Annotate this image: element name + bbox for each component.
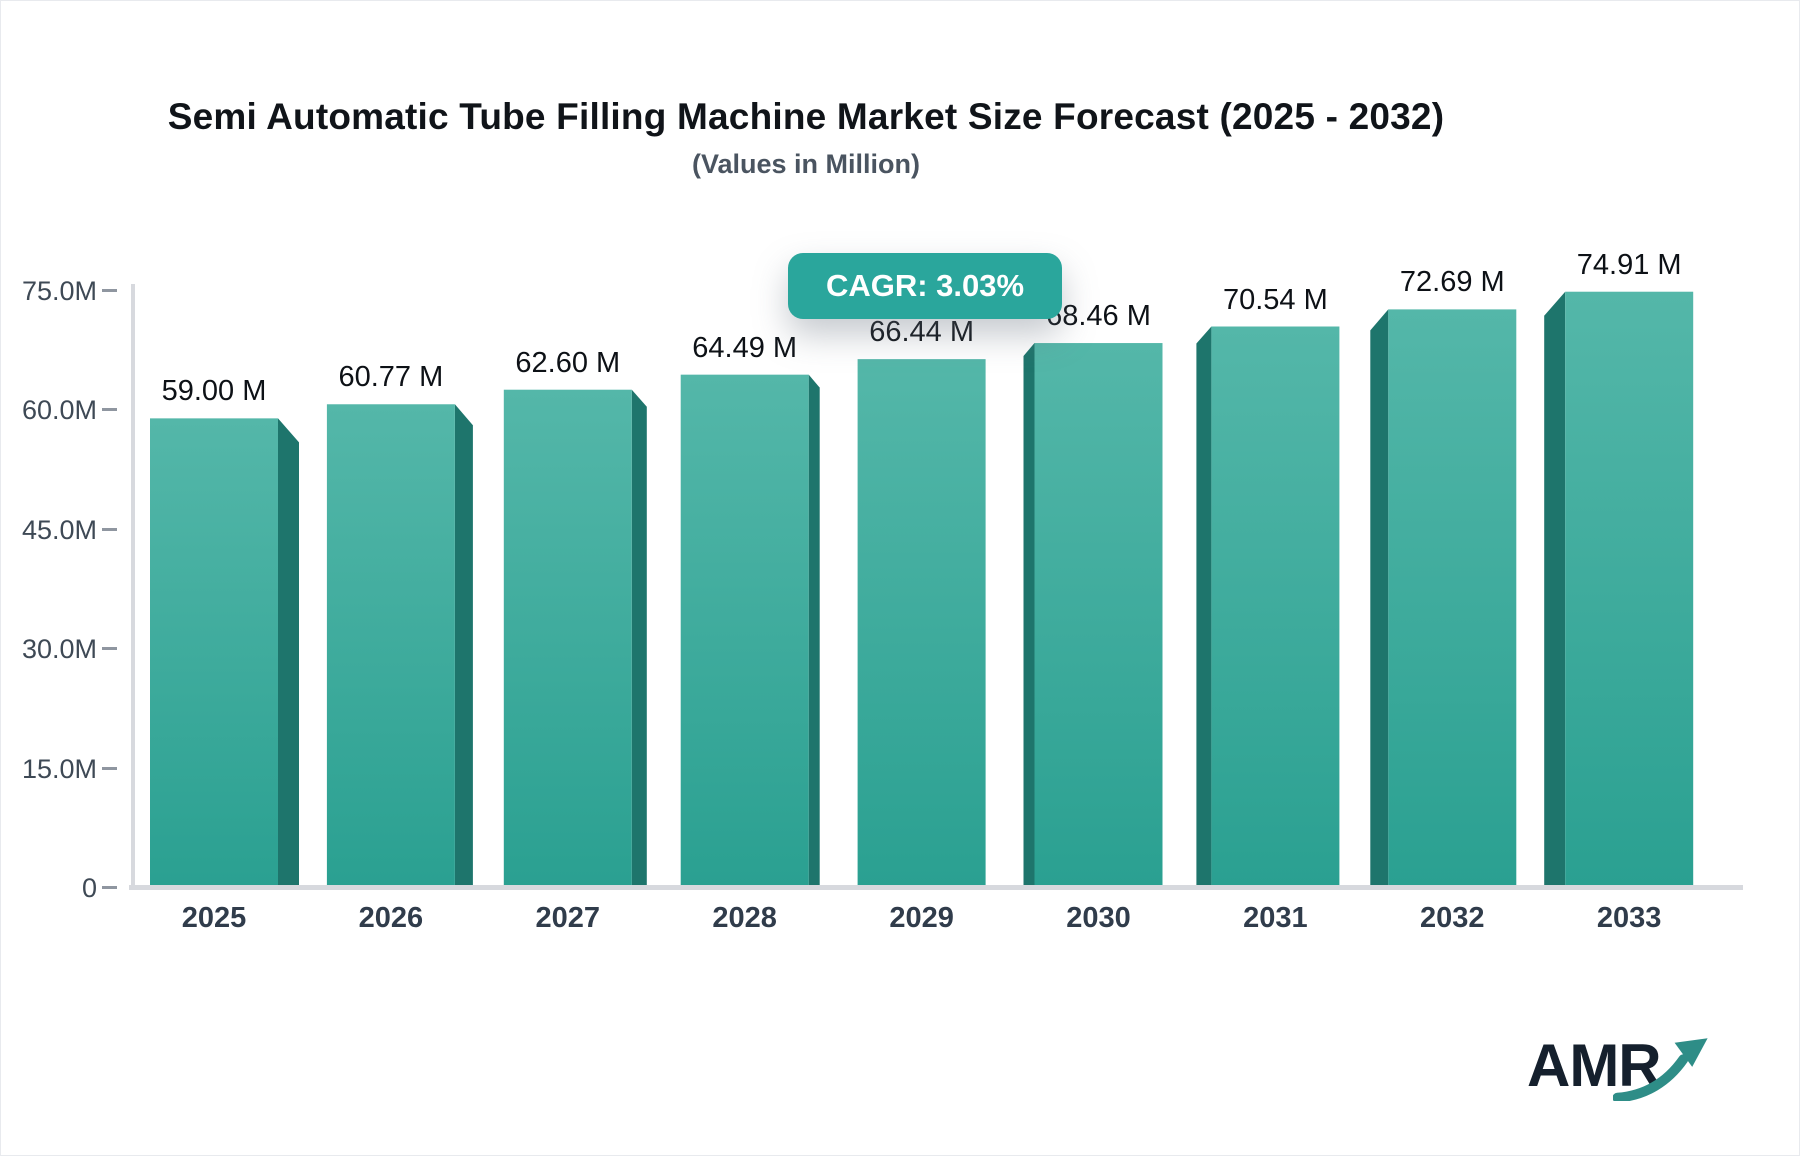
- x-axis-label: 2025: [181, 902, 247, 934]
- bar-front-face: [857, 359, 986, 889]
- x-axis-label: 2027: [535, 902, 601, 934]
- bar-2033[interactable]: [1544, 291, 1694, 888]
- bar-2029[interactable]: [857, 359, 986, 889]
- bar-value-label: 72.69 M: [1399, 266, 1505, 299]
- x-axis-label: 2032: [1420, 902, 1485, 934]
- bar-2025[interactable]: [150, 418, 299, 888]
- chart-title: Semi Automatic Tube Filling Machine Mark…: [167, 96, 1445, 137]
- x-axis-label: 2033: [1596, 902, 1662, 934]
- y-axis-label: 75.0M: [21, 276, 97, 306]
- y-axis-label: 30.0M: [21, 634, 97, 665]
- y-axis-tick: [102, 647, 117, 651]
- amr-logo: AMR: [1521, 1031, 1741, 1111]
- y-axis-tick: [102, 527, 117, 531]
- bar-2027[interactable]: [503, 389, 647, 888]
- bar-side-face: [1544, 291, 1566, 888]
- y-axis-tick: [102, 289, 117, 292]
- y-axis-tick: [102, 886, 117, 889]
- bar-front-face: [1034, 343, 1163, 888]
- bar-value-label: 60.77 M: [338, 361, 444, 394]
- y-axis-label: 15.0M: [21, 753, 97, 784]
- bar-2030[interactable]: [1023, 343, 1163, 888]
- y-axis-label: 60.0M: [21, 395, 97, 426]
- bar-value-label: 74.91 M: [1576, 248, 1682, 281]
- y-axis-label: 0: [81, 873, 97, 903]
- bar-2031[interactable]: [1196, 326, 1340, 888]
- bar-front-face: [1388, 309, 1517, 889]
- bar-front-face: [326, 404, 455, 888]
- bar-value-label: 64.49 M: [692, 331, 798, 364]
- bar-front-face: [680, 374, 809, 888]
- bar-2028[interactable]: [680, 374, 820, 888]
- bar-side-face: [1370, 309, 1389, 889]
- logo-text: AMR: [1527, 1032, 1662, 1099]
- bar-front-face: [150, 418, 278, 888]
- bar-side-face: [454, 404, 473, 888]
- x-axis-label: 2031: [1243, 902, 1308, 934]
- x-axis-label: 2029: [889, 902, 954, 934]
- bar-side-face: [808, 374, 820, 888]
- y-axis-tick: [102, 766, 117, 770]
- bar-side-face: [278, 418, 299, 888]
- bar-value-label: 59.00 M: [161, 375, 267, 408]
- bar-value-label: 70.54 M: [1222, 283, 1328, 316]
- y-axis-label: 45.0M: [21, 514, 97, 545]
- bar-side-face: [631, 389, 647, 888]
- y-axis-tick: [102, 408, 117, 412]
- bar-2026[interactable]: [326, 404, 473, 888]
- y-axis-line: [131, 284, 135, 887]
- bar-value-label: 66.44 M: [869, 316, 974, 349]
- chart-subtitle: (Values in Million): [691, 149, 921, 179]
- bar-front-face: [1565, 291, 1694, 888]
- bar-value-label: 62.60 M: [515, 346, 621, 379]
- x-axis-line: [129, 885, 1743, 890]
- bar-value-label: 68.46 M: [1046, 300, 1151, 333]
- x-axis-label: 2026: [358, 902, 424, 934]
- bar-front-face: [1211, 326, 1340, 888]
- bar-side-face: [1196, 326, 1212, 888]
- cagr-badge: CAGR: 3.03%: [788, 253, 1062, 319]
- x-axis-label: 2028: [712, 902, 777, 934]
- bar-front-face: [503, 389, 632, 888]
- growth-arrow-icon: [1613, 1038, 1708, 1101]
- x-axis-label: 2030: [1066, 902, 1131, 934]
- bar-2032[interactable]: [1370, 309, 1517, 889]
- bar-side-face: [1023, 343, 1035, 888]
